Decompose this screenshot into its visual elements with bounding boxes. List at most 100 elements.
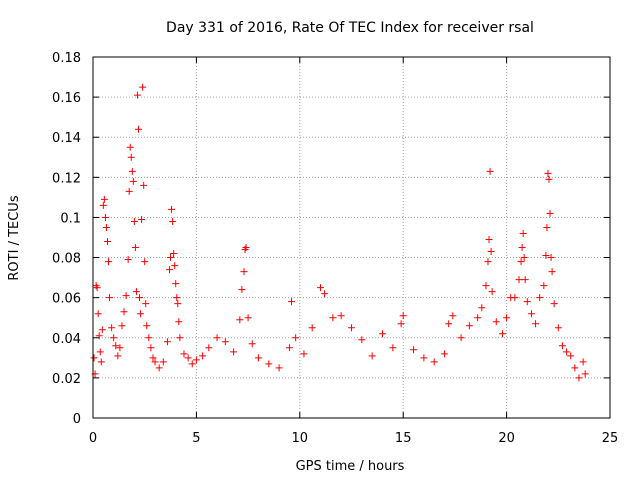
data-point (546, 209, 554, 217)
data-point (133, 91, 141, 99)
data-point (90, 354, 98, 362)
data-point (139, 83, 147, 91)
data-point (397, 320, 405, 328)
data-point (544, 169, 552, 177)
data-point (550, 300, 558, 308)
data-point (184, 354, 192, 362)
data-point (399, 312, 407, 320)
data-points (90, 83, 589, 382)
data-point (240, 268, 248, 276)
data-point (174, 300, 182, 308)
data-point (517, 258, 525, 266)
data-point (567, 352, 575, 360)
data-point (547, 254, 555, 262)
data-point (163, 338, 171, 346)
data-point (254, 354, 262, 362)
data-point (116, 344, 124, 352)
data-point (136, 294, 144, 302)
data-point (358, 336, 366, 344)
plot-frame (92, 56, 611, 419)
data-point (159, 358, 167, 366)
data-point (236, 316, 244, 324)
data-point (558, 342, 566, 350)
y-axis-label: ROTI / TECUs (7, 195, 22, 280)
data-point (521, 276, 529, 284)
data-point (579, 358, 587, 366)
data-point (300, 350, 308, 358)
data-point (118, 322, 126, 330)
data-point (420, 354, 428, 362)
data-point (105, 258, 113, 266)
data-point (379, 330, 387, 338)
data-point (542, 252, 550, 260)
data-point (147, 344, 155, 352)
data-point (151, 358, 159, 366)
data-point (581, 370, 589, 378)
data-point (175, 318, 183, 326)
data-point (141, 258, 149, 266)
data-point (122, 292, 130, 300)
data-point (575, 374, 583, 382)
data-point (167, 254, 175, 262)
data-point (457, 334, 465, 342)
data-point (519, 229, 527, 237)
y-tick-labels: 0 0.02 0.04 0.06 0.08 0.1 0.12 0.14 0.16 0.18 (52, 51, 81, 427)
data-point (176, 334, 184, 342)
data-point (543, 223, 551, 231)
data-point (199, 352, 207, 360)
data-point (288, 298, 296, 306)
data-point (449, 312, 457, 320)
data-point (138, 215, 146, 223)
data-point (103, 238, 111, 246)
data-point (188, 360, 196, 368)
data-point (548, 268, 556, 276)
data-point (329, 314, 337, 322)
data-point (337, 312, 345, 320)
data-point (540, 282, 548, 290)
data-point (238, 286, 246, 294)
data-point (527, 310, 535, 318)
data-point (173, 294, 181, 302)
data-point (114, 352, 122, 360)
y-tick-label: 0.12 (52, 171, 81, 186)
data-point (308, 324, 316, 332)
data-point (101, 213, 109, 221)
data-point (125, 187, 133, 195)
data-point (230, 348, 238, 356)
data-point (100, 195, 108, 203)
data-point (348, 324, 355, 332)
data-point (563, 348, 571, 356)
data-point (155, 364, 163, 372)
data-point (536, 294, 544, 302)
data-point (545, 175, 553, 183)
y-tick-label: 0.16 (52, 91, 81, 106)
data-point (520, 254, 528, 262)
data-point (112, 342, 120, 350)
data-point (145, 334, 153, 342)
data-point (410, 346, 418, 354)
data-point (108, 324, 116, 332)
data-point (110, 334, 118, 342)
data-point (368, 352, 376, 360)
data-point (474, 314, 482, 322)
data-point (389, 344, 397, 352)
data-point (180, 350, 188, 358)
data-point (166, 266, 174, 274)
data-point (192, 356, 200, 364)
data-point (515, 276, 523, 284)
x-tick-label: 25 (602, 431, 619, 446)
chart-title: Day 331 of 2016, Rate Of TEC Index for r… (166, 20, 534, 36)
x-axis-label: GPS time / hours (296, 459, 405, 474)
data-point (172, 280, 180, 288)
data-point (120, 308, 128, 316)
data-point (171, 262, 179, 270)
data-point (554, 324, 562, 332)
data-point (511, 294, 519, 302)
data-point (97, 358, 105, 366)
data-point (445, 320, 453, 328)
data-point (478, 304, 486, 312)
data-point (126, 143, 134, 151)
data-point (134, 125, 142, 133)
